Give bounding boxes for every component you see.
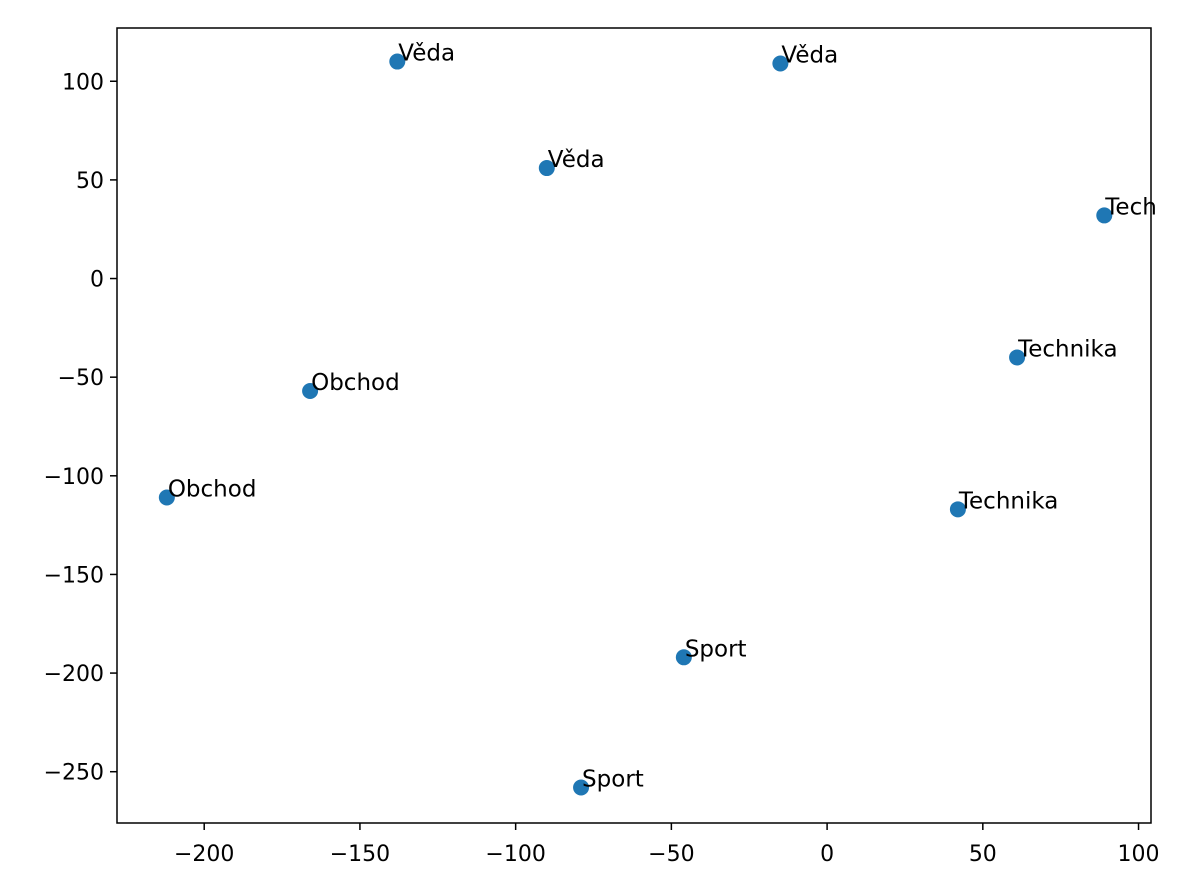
x-tick-label: 50 [969, 842, 997, 867]
y-axis: −250 −200 −150 −100 −50 0 50 100 [44, 70, 117, 786]
scatter-point [158, 489, 175, 506]
point-label: Věda [398, 41, 455, 67]
scatter-point [573, 779, 590, 796]
x-tick-label: −200 [174, 842, 234, 867]
point-label: Sport [582, 766, 644, 792]
y-tick-label: −200 [44, 662, 104, 687]
point-label: Obchod [311, 370, 400, 396]
y-tick-label: −150 [44, 563, 104, 588]
scatter-point [1009, 349, 1026, 366]
point-label: Technika [958, 488, 1058, 514]
x-axis: −200 −150 −100 −50 0 50 100 [174, 823, 1160, 867]
point-label: Obchod [168, 477, 257, 503]
scatter-point [675, 649, 692, 666]
point-label: Technika [1017, 336, 1118, 362]
x-tick-label: 0 [820, 842, 834, 867]
point-label: Sport [685, 636, 747, 662]
x-tick-label: 100 [1118, 842, 1160, 867]
scatter-point [538, 160, 555, 177]
scatter-point [772, 55, 789, 72]
y-tick-label: 0 [90, 268, 104, 293]
plot-frame [116, 27, 1152, 824]
scatter-point [1096, 207, 1113, 224]
y-tick-label: −50 [58, 366, 104, 391]
data-points: Věda Věda Věda Tech Technika Obchod Obchod Tech… [158, 41, 1157, 796]
x-tick-label: −150 [330, 842, 390, 867]
y-tick-label: 100 [62, 70, 104, 95]
scatter-point [302, 382, 319, 399]
y-tick-label: −250 [44, 761, 104, 786]
scatter-point [389, 53, 406, 70]
point-label: Věda [548, 147, 605, 173]
x-tick-label: −100 [485, 842, 545, 867]
x-tick-label: −50 [648, 842, 694, 867]
y-tick-label: 50 [76, 169, 104, 194]
scatter-point [949, 501, 966, 518]
y-tick-label: −100 [44, 465, 104, 490]
point-label: Věda [781, 43, 838, 69]
point-label: Tech [1104, 194, 1157, 220]
